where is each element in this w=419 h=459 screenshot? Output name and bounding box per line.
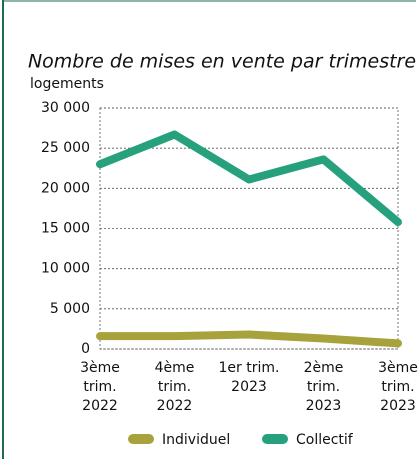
x-tick-label: 2ème trim. 2023 bbox=[303, 360, 344, 414]
x-tick-label: 1er trim. 2023 bbox=[218, 360, 280, 395]
y-tick-label: 25 000 bbox=[41, 140, 90, 156]
x-tick-label: 3ème trim. 2022 bbox=[80, 360, 120, 414]
y-tick-label: 0 bbox=[81, 341, 90, 357]
y-tick-label: 15 000 bbox=[41, 221, 90, 237]
legend-label: Individuel bbox=[162, 432, 230, 448]
y-tick-label: 20 000 bbox=[41, 180, 90, 196]
series-line bbox=[96, 130, 402, 227]
legend-label: Collectif bbox=[296, 432, 354, 448]
y-axis-label: logements bbox=[30, 76, 104, 92]
y-tick-label: 30 000 bbox=[41, 100, 90, 116]
legend-swatch bbox=[128, 434, 154, 444]
x-tick-label: 4ème trim. 2022 bbox=[154, 360, 195, 414]
chart-title: Nombre de mises en vente par trimestre bbox=[28, 51, 416, 73]
legend-swatch bbox=[262, 434, 288, 444]
x-tick-label: 3ème trim. 2023 bbox=[378, 360, 418, 414]
y-tick-label: 5 000 bbox=[50, 301, 90, 317]
y-tick-label: 10 000 bbox=[41, 261, 90, 277]
series-line bbox=[96, 330, 402, 348]
